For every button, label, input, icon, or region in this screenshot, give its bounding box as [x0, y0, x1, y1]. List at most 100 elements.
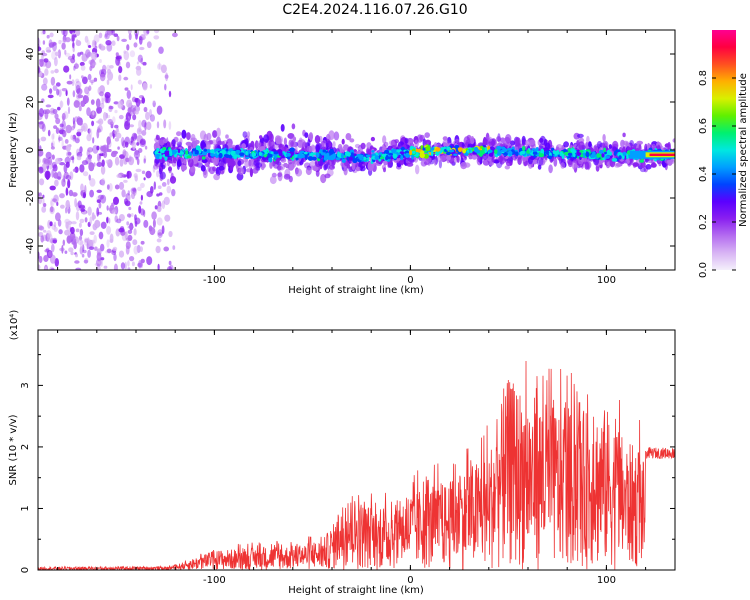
signal-core — [337, 151, 340, 158]
signal-halo — [237, 160, 242, 167]
noise-blob — [106, 205, 109, 211]
signal-halo — [221, 140, 225, 146]
noise-blob — [138, 148, 143, 153]
noise-blob — [124, 120, 131, 130]
noise-blob — [41, 206, 47, 213]
noise-blob — [101, 159, 105, 167]
signal-core — [617, 152, 623, 158]
noise-blob — [143, 158, 146, 164]
noise-blob — [54, 179, 59, 187]
signal-halo — [344, 160, 350, 167]
signal-halo — [268, 139, 275, 148]
noise-blob — [78, 105, 82, 112]
signal-core — [270, 151, 274, 154]
noise-blob — [119, 158, 124, 167]
noise-blob — [79, 146, 83, 154]
noise-blob — [43, 229, 47, 233]
noise-blob — [100, 73, 106, 78]
noise-blob — [164, 83, 167, 91]
noise-blob — [55, 127, 60, 134]
noise-blob — [42, 40, 46, 45]
signal-halo — [190, 133, 196, 142]
noise-blob — [137, 98, 141, 106]
noise-blob — [53, 221, 57, 228]
noise-blob — [156, 193, 160, 197]
noise-blob — [134, 220, 138, 227]
signal-core — [392, 153, 398, 159]
noise-blob — [73, 63, 79, 69]
noise-blob — [72, 53, 75, 60]
signal-halo — [248, 160, 253, 169]
signal-core — [245, 151, 248, 156]
noise-blob — [161, 200, 166, 210]
signal-halo — [332, 141, 336, 148]
signal-core — [448, 149, 455, 153]
noise-blob — [132, 114, 137, 121]
signal-core — [380, 156, 384, 160]
signal-core — [328, 148, 335, 155]
signal-halo — [555, 144, 563, 152]
noise-blob — [83, 95, 89, 104]
noise-blob — [48, 39, 53, 49]
noise-blob — [118, 214, 125, 222]
noise-blob — [56, 88, 60, 96]
noise-blob — [79, 218, 85, 224]
noise-blob — [94, 246, 98, 251]
noise-blob — [48, 250, 52, 257]
noise-blob — [54, 68, 59, 74]
signal-halo — [343, 166, 348, 176]
signal-halo — [211, 139, 218, 146]
signal-core — [350, 152, 354, 157]
noise-blob — [41, 83, 48, 91]
signal-halo — [310, 144, 316, 151]
colorbar-ticks: 0.0 0.2 0.4 0.6 0.8 — [698, 70, 736, 278]
noise-blob — [172, 245, 176, 250]
noise-blob — [84, 35, 89, 43]
signal-halo — [249, 167, 253, 178]
signal-core — [247, 149, 251, 154]
snr-x-label: Height of straight line (km) — [288, 585, 424, 596]
signal-core — [363, 156, 367, 161]
signal-halo — [292, 136, 297, 142]
noise-blob — [131, 132, 137, 141]
noise-blob — [59, 193, 65, 199]
noise-blob — [92, 145, 99, 154]
signal-core — [399, 151, 405, 155]
signal-halo — [269, 160, 273, 169]
noise-blob — [99, 59, 102, 63]
noise-blob — [54, 51, 60, 56]
noise-blob — [82, 122, 88, 132]
signal-halo — [383, 141, 389, 148]
noise-blob — [96, 128, 101, 133]
noise-blob — [73, 241, 77, 250]
noise-blob — [127, 225, 134, 229]
signal-core — [400, 146, 405, 151]
noise-blob — [57, 106, 61, 111]
signal-core — [265, 148, 269, 152]
signal-core — [462, 148, 466, 154]
noise-blob — [130, 187, 137, 194]
noise-blob — [42, 157, 49, 165]
signal-core — [613, 150, 617, 156]
noise-blob — [142, 82, 148, 91]
signal-core — [496, 145, 502, 150]
signal-core — [164, 151, 168, 157]
signal-core — [365, 154, 371, 158]
noise-blob — [106, 64, 111, 71]
noise-blob — [106, 43, 113, 52]
signal-core — [218, 152, 223, 159]
noise-blob — [80, 65, 86, 71]
noise-blob — [42, 77, 48, 86]
noise-blob — [110, 151, 117, 158]
noise-blob — [64, 49, 67, 55]
noise-blob — [51, 161, 57, 169]
signal-core — [419, 152, 425, 159]
snr-panel: -100 0 100 0 1 2 3 Height of straight line (k… — [8, 310, 676, 596]
noise-blob — [61, 120, 66, 130]
noise-blob — [58, 136, 63, 141]
noise-blob — [133, 42, 138, 48]
noise-blob — [134, 175, 138, 182]
noise-blob — [96, 153, 100, 162]
signal-core — [404, 152, 411, 158]
noise-blob — [38, 121, 44, 125]
